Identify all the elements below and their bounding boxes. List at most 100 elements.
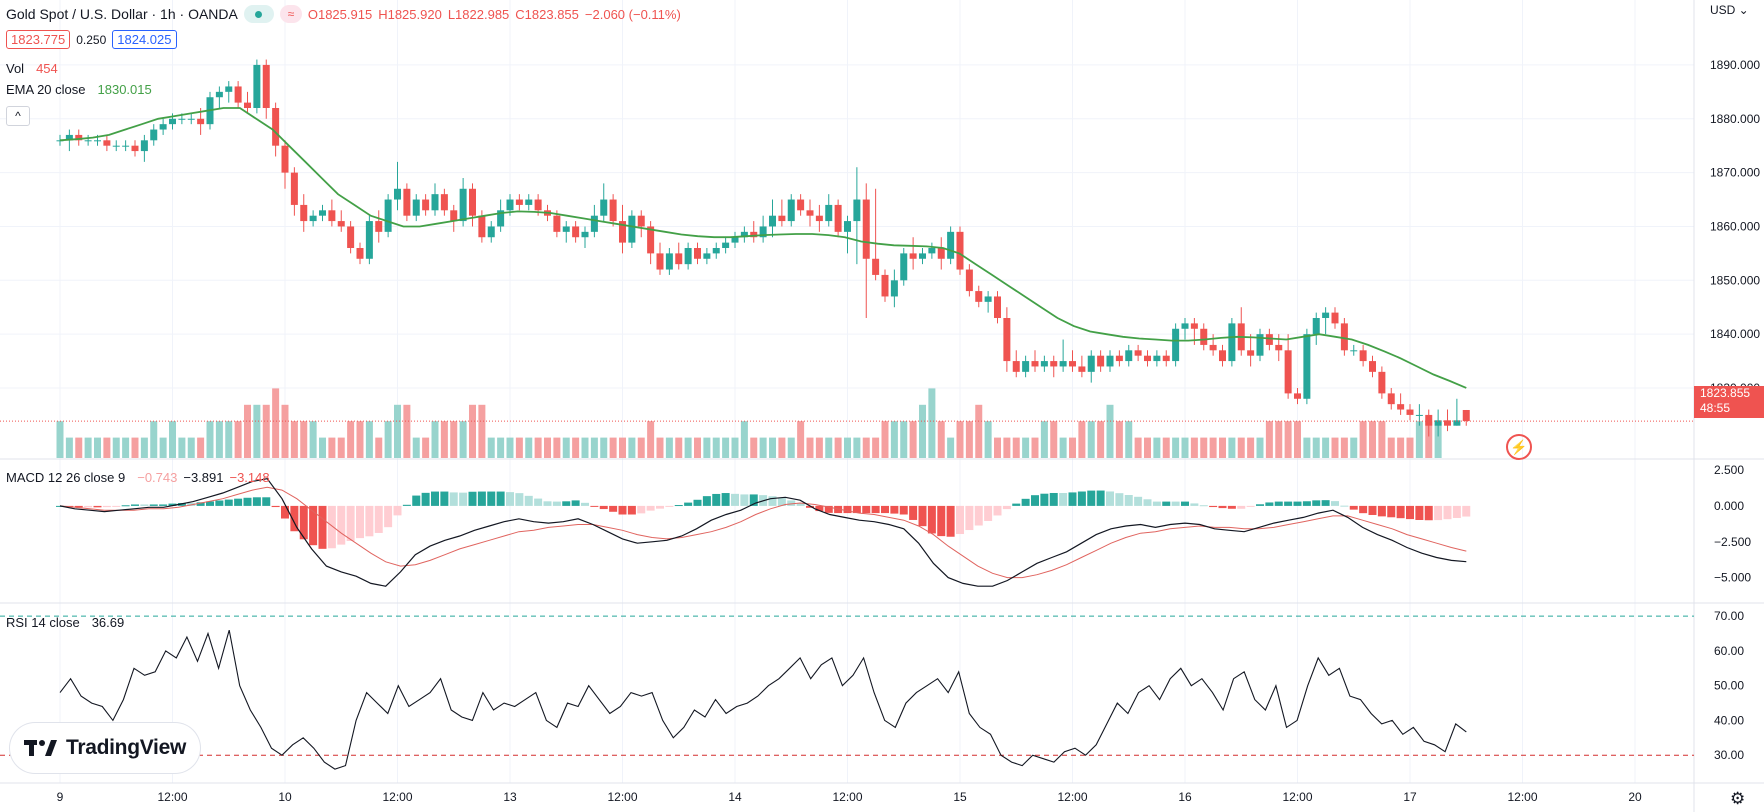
macd-histogram-bar (1040, 493, 1049, 506)
lightning-icon[interactable]: ⚡ (1506, 434, 1532, 460)
volume-bar (122, 437, 130, 458)
candle-body (187, 118, 195, 120)
macd-histogram-bar (477, 491, 486, 506)
bid-price-button[interactable]: 1823.775 (6, 30, 71, 49)
candle-body (272, 108, 280, 146)
volume-bar (750, 437, 758, 458)
volume-bar (928, 388, 936, 458)
volume-bar (1340, 437, 1348, 458)
candle-body (862, 199, 870, 259)
macd-histogram-bar (1115, 493, 1124, 506)
macd-histogram-bar (393, 505, 402, 516)
volume-bar (590, 437, 598, 458)
volume-bar (872, 437, 880, 458)
candle-body (1012, 361, 1020, 372)
macd-label[interactable]: MACD 12 26 close 9 (6, 470, 126, 485)
volume-bar (234, 421, 242, 458)
x-tick-label: 12:00 (832, 790, 862, 804)
candle-body (647, 226, 655, 254)
volume-bar (159, 437, 167, 458)
volume-bar (459, 421, 467, 458)
volume-bar (1153, 437, 1161, 458)
macd-hist-value: −0.743 (137, 470, 178, 485)
volume-bar (515, 437, 523, 458)
candle-body (1294, 393, 1301, 399)
ohlc-low: L1822.985 (447, 6, 510, 22)
x-tick-label: 13 (503, 790, 517, 804)
volume-bar (253, 404, 261, 458)
rsi-label[interactable]: RSI 14 close (6, 615, 80, 630)
chevron-down-icon: ⌄ (1735, 3, 1749, 17)
macd-histogram-bar (1462, 505, 1471, 517)
macd-pane (56, 477, 1471, 587)
macd-histogram-bar (431, 491, 439, 506)
macd-histogram-bar (1340, 505, 1349, 507)
volume-bar (187, 437, 195, 458)
candle-body (1181, 323, 1189, 329)
candle-body (525, 199, 533, 205)
volume-bar (1378, 421, 1386, 458)
ohlc-high: H1825.920 (378, 6, 442, 22)
candle-body (553, 215, 561, 232)
volume-bar (778, 437, 786, 458)
candle-body (365, 221, 373, 259)
candle-body (450, 210, 458, 222)
volume-label[interactable]: Vol (6, 61, 25, 76)
macd-histogram-bar (243, 497, 252, 506)
volume-bar (356, 421, 364, 458)
macd-histogram-bar (1256, 504, 1264, 506)
candle-body (356, 248, 364, 259)
brand-name: TradingView (65, 736, 186, 759)
settings-gear-icon[interactable]: ⚙ (1730, 789, 1746, 808)
volume-bar (562, 437, 570, 458)
volume-bar (450, 421, 458, 458)
candle-body (769, 215, 776, 227)
macd-histogram-bar (1068, 492, 1077, 506)
currency-selector[interactable]: USD ⌄ (1710, 3, 1749, 17)
candle-body (825, 204, 833, 222)
volume-bar (1359, 421, 1367, 458)
volume-bar (197, 437, 205, 458)
volume-bar (956, 421, 964, 458)
volume-bar (272, 388, 280, 458)
candle-body (150, 129, 158, 141)
ema-20-line (59, 107, 1467, 389)
ema-label[interactable]: EMA 20 close (6, 82, 86, 97)
volume-bar (1087, 421, 1095, 458)
macd-histogram-bar (1387, 505, 1396, 518)
macd-histogram-bar (206, 501, 214, 506)
volume-bar (1387, 437, 1395, 458)
tradingview-mark-icon (23, 740, 57, 756)
volume-bar (1331, 437, 1339, 458)
tradingview-logo[interactable]: TradingView (10, 723, 200, 773)
volume-bar (1022, 437, 1030, 458)
volume-bar (1434, 421, 1442, 458)
macd-histogram-bar (1312, 500, 1321, 506)
x-tick-label: 12:00 (607, 790, 637, 804)
macd-histogram-bar (290, 505, 299, 532)
candle-body (1162, 355, 1170, 362)
candle-body (1415, 414, 1423, 416)
volume-bar (1237, 437, 1245, 458)
macd-histogram-bar (496, 491, 505, 506)
volume-bar (534, 437, 542, 458)
candle-body (1265, 334, 1273, 345)
candle-body (1406, 409, 1414, 415)
symbol-title[interactable]: Gold Spot / U.S. Dollar · 1h · OANDA (6, 6, 238, 22)
volume-bar (1425, 421, 1433, 458)
macd-histogram-bar (421, 492, 430, 506)
volume-bar (300, 421, 308, 458)
macd-histogram-bar (356, 505, 364, 539)
x-tick-label: 12:00 (157, 790, 187, 804)
volume-bar (1172, 437, 1180, 458)
candle-body (900, 253, 908, 281)
candle-body (469, 188, 476, 216)
volume-bar (731, 437, 739, 458)
collapse-legend-button[interactable]: ^ (6, 106, 30, 126)
macd-histogram-bar (890, 505, 899, 514)
ask-price-button[interactable]: 1824.025 (112, 30, 177, 49)
candle-body (131, 145, 139, 152)
macd-histogram-bar (1406, 505, 1414, 520)
macd-histogram-bar (1293, 501, 1302, 506)
